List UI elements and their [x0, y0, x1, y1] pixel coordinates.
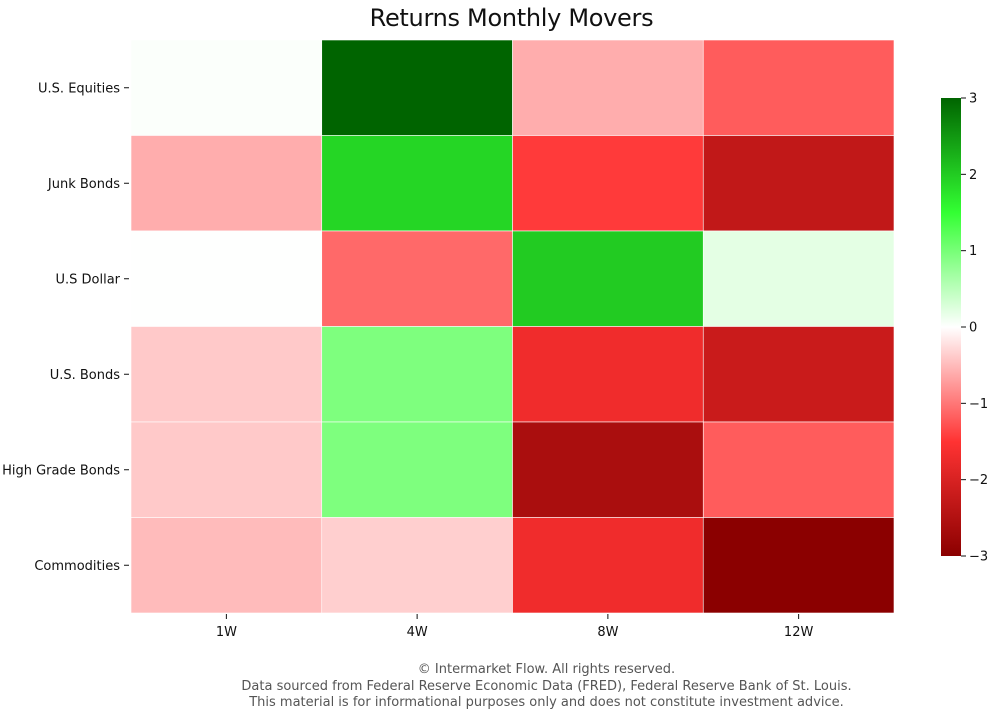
heatmap-cell — [512, 517, 704, 614]
colorbar-tick-label: 0 — [969, 321, 977, 336]
heatmap-cell — [321, 135, 513, 232]
y-tick-label: U.S Dollar — [55, 272, 120, 287]
copyright-text: © Intermarket Flow. All rights reserved. — [417, 662, 676, 677]
colorbar-tick-label: 2 — [969, 168, 977, 183]
chart-footer: © Intermarket Flow. All rights reserved.… — [130, 662, 963, 712]
y-tick-label: U.S. Bonds — [50, 368, 121, 383]
heatmap-cell — [702, 39, 895, 136]
heatmap-cell — [512, 421, 704, 518]
heatmap-cell — [702, 326, 895, 423]
y-tick-label: High Grade Bonds — [2, 463, 120, 478]
heatmap-cell — [321, 39, 513, 136]
x-tick-label: 1W — [216, 625, 237, 640]
heatmap-cell — [702, 135, 895, 232]
y-tick-label: Commodities — [34, 559, 120, 574]
heatmap-cell — [130, 230, 323, 327]
heatmap-cell — [321, 517, 513, 614]
colorbar — [941, 98, 961, 556]
heatmap-cell — [512, 135, 704, 232]
heatmap-cell — [702, 517, 895, 614]
heatmap-cell — [702, 230, 895, 327]
heatmap-cell — [512, 39, 704, 136]
data-source-text: Data sourced from Federal Reserve Econom… — [241, 678, 852, 694]
colorbar-tick-label: 1 — [969, 244, 977, 259]
heatmap-cell — [321, 326, 513, 423]
heatmap-cell — [512, 230, 704, 327]
x-tick-label: 4W — [407, 625, 428, 640]
colorbar-tick-label: −1 — [969, 397, 988, 412]
disclaimer-text: This material is for informational purpo… — [249, 695, 844, 710]
heatmap-cell — [702, 421, 895, 518]
heatmap-cell — [130, 39, 323, 136]
heatmap-cell — [321, 230, 513, 327]
x-tick-label: 12W — [784, 625, 814, 640]
heatmap-cell — [130, 421, 323, 518]
heatmap-cell — [512, 326, 704, 423]
heatmap-cell — [321, 421, 513, 518]
chart-title: Returns Monthly Movers — [369, 4, 654, 32]
colorbar-tick-label: 3 — [969, 92, 977, 107]
y-tick-label: U.S. Equities — [38, 81, 120, 96]
y-tick-label: Junk Bonds — [47, 177, 120, 192]
heatmap-cell — [130, 326, 323, 423]
x-tick-label: 8W — [597, 625, 618, 640]
colorbar-tick-label: −3 — [969, 550, 988, 565]
heatmap-cell — [130, 517, 323, 614]
heatmap-cell — [130, 135, 323, 232]
colorbar-tick-label: −2 — [969, 473, 988, 488]
